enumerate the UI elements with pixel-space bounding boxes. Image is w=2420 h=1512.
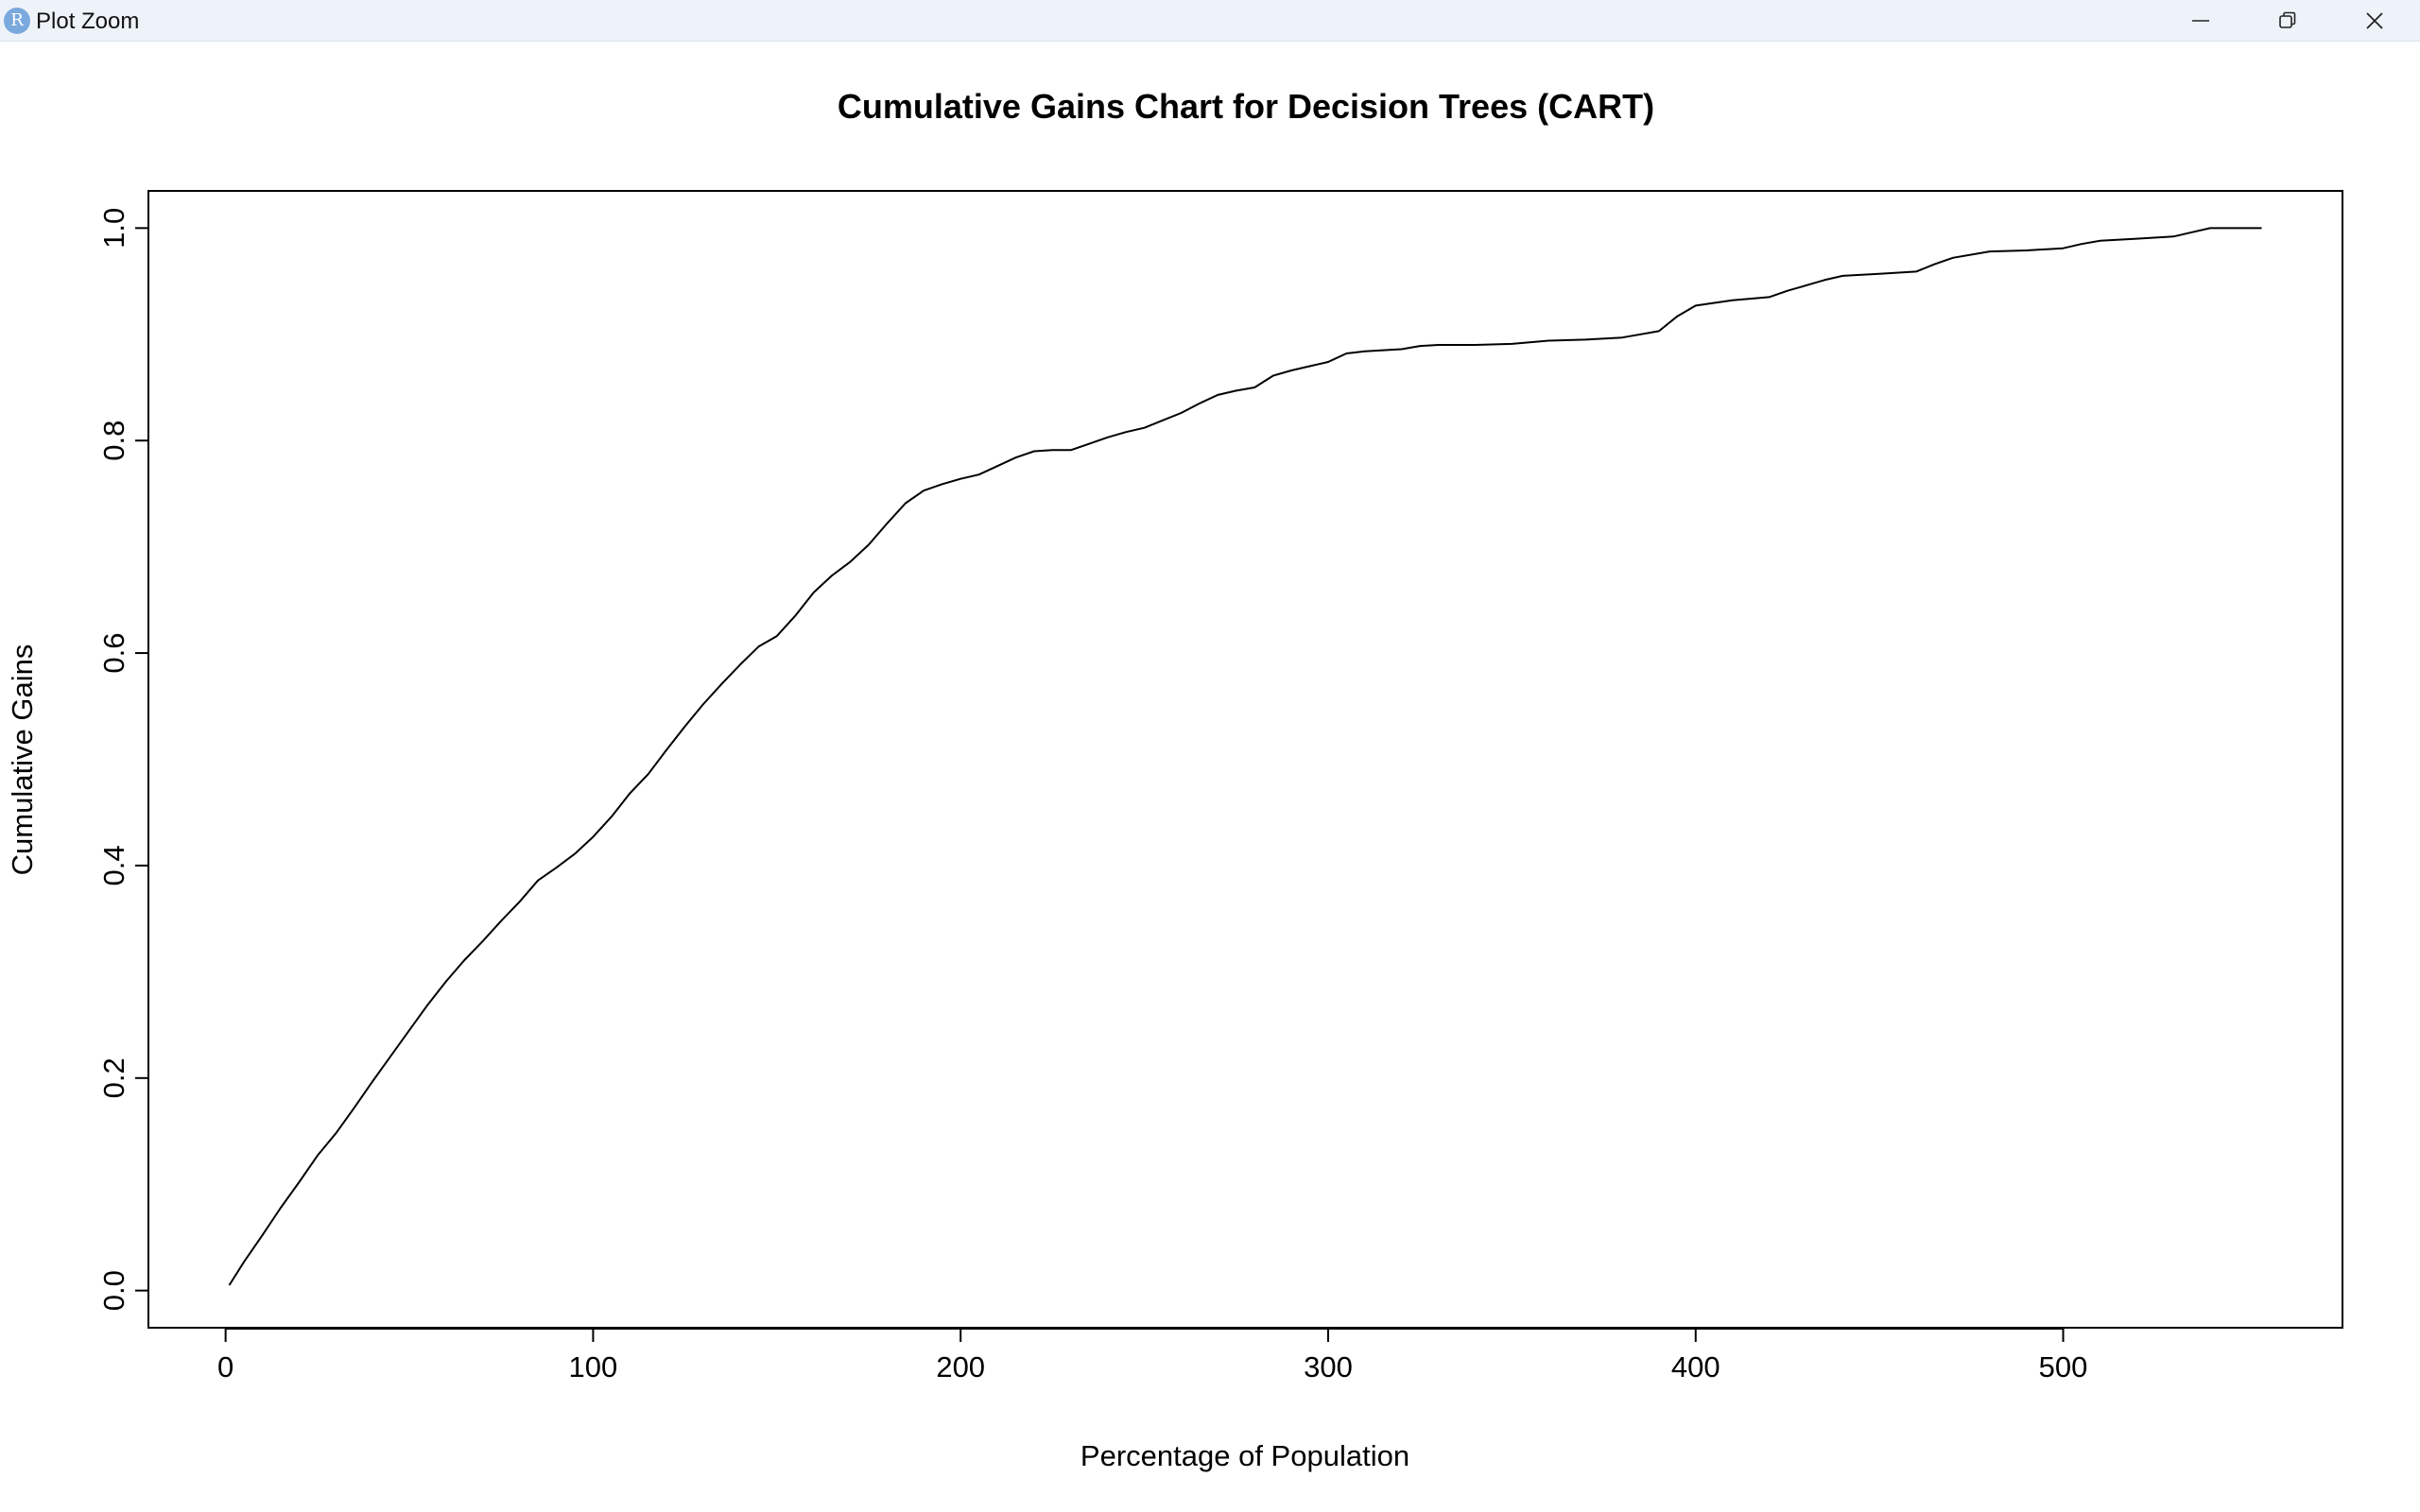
y-tick-label: 1.0 [97,208,130,249]
x-axis: 0 100 200 300 400 500 [217,1328,2088,1383]
chart-title: Cumulative Gains Chart for Decision Tree… [838,87,1654,126]
close-button[interactable] [2331,0,2418,42]
close-icon [2366,12,2383,29]
restore-icon [2279,11,2296,28]
x-tick-label: 400 [1671,1350,1720,1383]
x-axis-label: Percentage of Population [1080,1439,1409,1472]
x-tick-label: 0 [217,1350,233,1383]
y-tick-label: 0.2 [97,1057,130,1098]
plot-frame [147,190,2343,1329]
y-axis: 0.0 0.2 0.4 0.6 0.8 1.0 [97,208,149,1311]
cumulative-gains-chart: Cumulative Gains Chart for Decision Tree… [6,87,2343,1472]
minimize-button[interactable] [2157,0,2244,42]
window-title: Plot Zoom [36,9,140,34]
gains-curve [228,227,2262,1286]
y-tick-label: 0.4 [97,845,130,885]
r-logo-icon: R [4,8,30,34]
x-tick-label: 500 [2039,1350,2088,1383]
y-tick-label: 0.8 [97,421,130,461]
window-titlebar: R Plot Zoom [0,0,2420,42]
series-layer [228,227,2262,1286]
plot-area: Cumulative Gains Chart for Decision Tree… [0,42,2420,1512]
restore-button[interactable] [2244,0,2331,42]
x-tick-label: 100 [569,1350,618,1383]
y-tick-label: 0.0 [97,1270,130,1311]
x-tick-label: 200 [936,1350,985,1383]
x-tick-label: 300 [1304,1350,1353,1383]
y-tick-label: 0.6 [97,633,130,674]
minimize-icon [2192,20,2209,22]
y-axis-label: Cumulative Gains [6,644,39,876]
